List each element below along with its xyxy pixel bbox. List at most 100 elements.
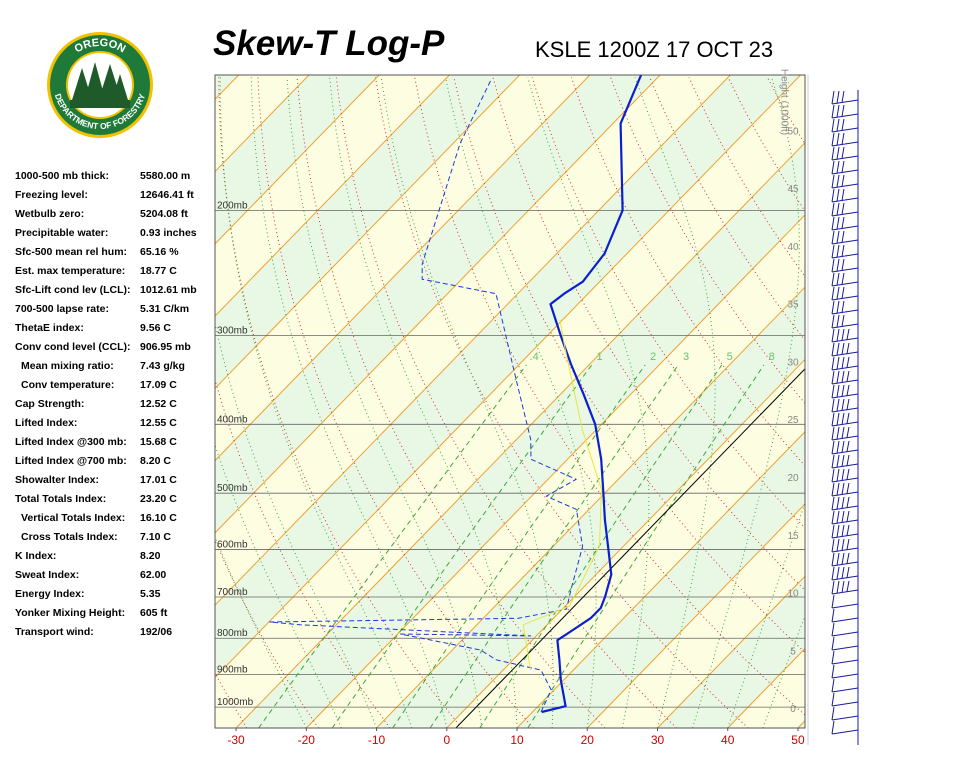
- x-tick-label: 30: [651, 733, 665, 747]
- stat-value: 5.31 C/km: [140, 303, 189, 315]
- y2-axis-label: Height (1000ft): [778, 69, 789, 135]
- wind-barb: [832, 399, 858, 412]
- stat-value: 0.93 inches: [140, 227, 197, 239]
- wind-barb: [832, 609, 858, 622]
- y-tick-label: 800mb: [217, 628, 248, 639]
- stat-label: 1000-500 mb thick:: [15, 170, 109, 182]
- stat-label: Cap Strength:: [15, 398, 84, 410]
- stat-label: Sfc-500 mean rel hum:: [15, 246, 127, 258]
- wind-barb: [832, 301, 858, 314]
- stat-value: 17.01 C: [140, 474, 177, 486]
- wind-barb: [832, 581, 858, 594]
- wind-barb: [832, 595, 858, 608]
- stat-label: Total Totals Index:: [15, 493, 106, 505]
- isotherm: [798, 75, 960, 728]
- stat-label: Yonker Mixing Height:: [15, 607, 125, 619]
- stat-label: Precipitable water:: [15, 227, 108, 239]
- y2-tick-label: 15: [787, 531, 799, 542]
- y2-tick-label: 0: [790, 704, 796, 715]
- wind-barb: [832, 105, 858, 118]
- stat-value: 906.95 mb: [140, 341, 191, 353]
- x-tick-label: 0: [443, 733, 450, 747]
- wind-barb: [832, 623, 858, 636]
- wind-barb: [832, 707, 858, 720]
- y-tick-label: 200mb: [217, 200, 248, 211]
- stat-value: 23.20 C: [140, 493, 177, 505]
- y2-tick-label: 5: [790, 646, 796, 657]
- stat-label: Conv temperature:: [21, 379, 114, 391]
- stat-value: 15.68 C: [140, 436, 177, 448]
- x-tick-label: 10: [510, 733, 524, 747]
- wind-barb: [832, 441, 858, 454]
- stat-value: 12.55 C: [140, 417, 177, 429]
- mixing-ratio-label: 1: [596, 351, 602, 363]
- y-tick-label: 300mb: [217, 325, 248, 336]
- stat-label: Sfc-Lift cond lev (LCL):: [15, 284, 131, 296]
- wind-barb: [832, 259, 858, 272]
- stat-value: 18.77 C: [140, 265, 177, 277]
- stat-value: 8.20: [140, 550, 161, 562]
- x-tick-label: -10: [368, 733, 386, 747]
- y-tick-label: 700mb: [217, 587, 248, 598]
- chart-subtitle: KSLE 1200Z 17 OCT 23: [535, 37, 773, 62]
- wind-barb: [832, 567, 858, 580]
- stat-value: 5580.00 m: [140, 170, 190, 182]
- wind-barb: [832, 147, 858, 160]
- wind-barb: [832, 539, 858, 552]
- wind-barb: [832, 315, 858, 328]
- y2-tick-label: 40: [787, 242, 799, 253]
- y-tick-label: 900mb: [217, 665, 248, 676]
- stat-label: Cross Totals Index:: [21, 531, 118, 543]
- stat-label: Est. max temperature:: [15, 265, 125, 277]
- stat-value: 7.43 g/kg: [140, 360, 185, 372]
- stat-label: Lifted Index:: [15, 417, 77, 429]
- wind-barb: [832, 469, 858, 482]
- wind-barb: [832, 203, 858, 216]
- wind-barb: [832, 427, 858, 440]
- isotherm-band: [798, 75, 960, 728]
- stat-value: 192/06: [140, 626, 172, 638]
- dry-adiabat: [807, 77, 960, 728]
- wind-barb: [832, 637, 858, 650]
- stat-value: 5204.08 ft: [140, 208, 188, 220]
- y2-tick-label: 25: [787, 415, 799, 426]
- mixing-ratio-label: .4: [530, 351, 539, 363]
- stat-label: Lifted Index @700 mb:: [15, 455, 127, 467]
- y-tick-label: 600mb: [217, 539, 248, 550]
- wind-barb: [832, 693, 858, 706]
- wind-barb: [832, 651, 858, 664]
- stat-value: 12.52 C: [140, 398, 177, 410]
- stat-value: 62.00: [140, 569, 166, 581]
- stat-label: Wetbulb zero:: [15, 208, 84, 220]
- logo: OREGON DEPARTMENT OF FORESTRY: [47, 32, 153, 138]
- wind-barb: [832, 385, 858, 398]
- wind-barb: [832, 217, 858, 230]
- stat-label: K Index:: [15, 550, 56, 562]
- mixing-ratio-label: 2: [650, 351, 656, 363]
- stat-label: 700-500 lapse rate:: [15, 303, 109, 315]
- stat-label: Conv cond level (CCL):: [15, 341, 131, 353]
- wind-barb: [832, 511, 858, 524]
- wind-barb: [832, 679, 858, 692]
- wind-barb: [832, 329, 858, 342]
- y2-tick-label: 20: [787, 473, 799, 484]
- y2-tick-label: 30: [787, 357, 799, 368]
- y2-tick-label: 45: [787, 184, 799, 195]
- wind-barb: [832, 175, 858, 188]
- stat-value: 16.10 C: [140, 512, 177, 524]
- wind-barb: [832, 525, 858, 538]
- x-tick-label: -20: [298, 733, 316, 747]
- x-tick-label: -30: [227, 733, 245, 747]
- wind-barb: [832, 357, 858, 370]
- wind-barb: [832, 231, 858, 244]
- y2-tick-label: 35: [787, 300, 799, 311]
- stat-label: Vertical Totals Index:: [21, 512, 125, 524]
- x-tick-label: 40: [721, 733, 735, 747]
- mixing-ratio-label: 8: [769, 351, 775, 363]
- y-tick-label: 1000mb: [217, 697, 254, 708]
- x-tick-label: 50: [791, 733, 805, 747]
- stat-label: Transport wind:: [15, 626, 94, 638]
- logo-ground: [70, 100, 130, 108]
